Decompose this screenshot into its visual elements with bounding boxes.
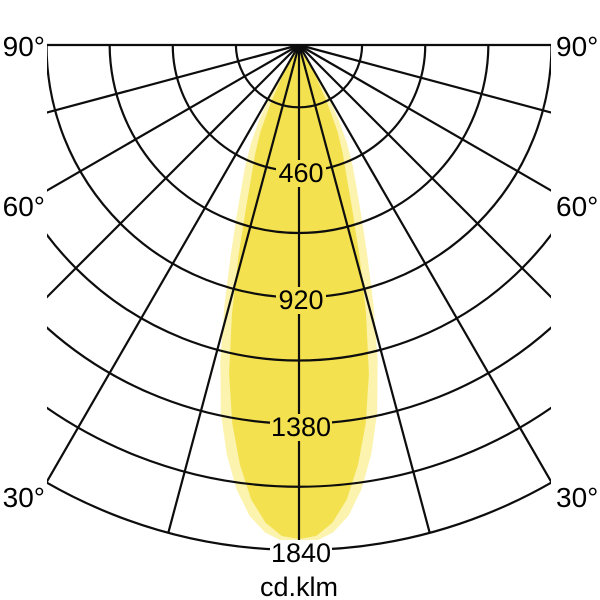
ring-label-460-backdrop	[276, 160, 326, 187]
angle-ray	[298, 43, 551, 114]
angle-ray	[47, 44, 300, 299]
unit-label: cd.klm	[260, 572, 338, 600]
angle-ray	[47, 43, 300, 114]
angle-label-60-right: 60°	[556, 191, 598, 222]
ring-label-920: 920	[278, 285, 323, 315]
ring-label-1380-backdrop	[270, 414, 332, 441]
angle-label-30-left: 30°	[3, 482, 45, 513]
angle-ray	[167, 44, 301, 534]
angle-ray	[298, 44, 551, 192]
angle-label-90-left: 90°	[3, 31, 45, 62]
chart-label-group: 460 920 1380 1840 90° 90° 60° 60° 30° 30° cd.klm	[3, 31, 599, 600]
ring-label-1840: 1840	[271, 538, 331, 568]
angle-label-90-right: 90°	[556, 31, 598, 62]
angle-ray	[298, 44, 551, 299]
angle-ray	[47, 44, 300, 483]
ring-label-920-backdrop	[276, 287, 326, 314]
angle-ray	[297, 44, 431, 534]
angle-ray	[47, 44, 300, 192]
angle-label-60-left: 60°	[3, 191, 45, 222]
angle-label-30-right: 30°	[556, 482, 598, 513]
ring-label-1840-backdrop	[270, 540, 332, 567]
ring-label-460: 460	[278, 158, 323, 188]
angle-ray	[298, 44, 551, 483]
ring-label-1380: 1380	[271, 412, 331, 442]
